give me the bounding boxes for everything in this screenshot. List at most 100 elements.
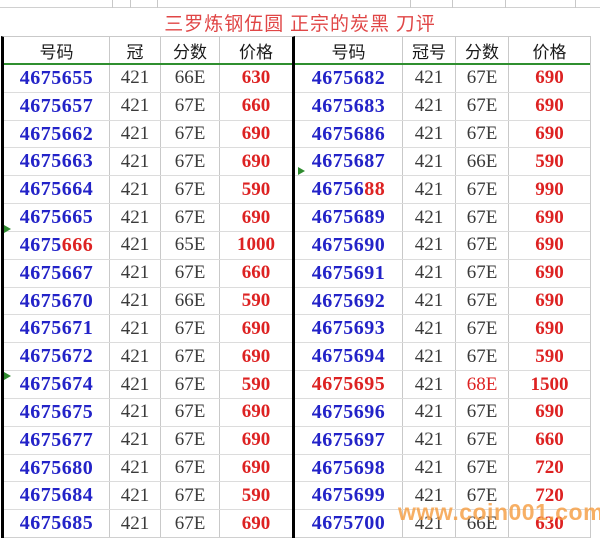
crown-prefix-cell[interactable]: 421 [110, 259, 161, 287]
serial-number-cell[interactable]: 4675690 [295, 231, 403, 259]
grade-score-cell[interactable]: 67E [161, 482, 220, 510]
serial-number-cell[interactable]: 4675699 [295, 482, 403, 510]
price-cell[interactable]: 690 [535, 95, 564, 117]
header-cell[interactable]: 分数 [161, 37, 220, 63]
serial-number-cell[interactable]: 4675662 [4, 120, 110, 148]
grade-score-cell[interactable]: 67E [456, 259, 509, 287]
grade-score-cell[interactable]: 67E [161, 120, 220, 148]
serial-number-cell[interactable]: 4675672 [4, 343, 110, 371]
serial-number-cell[interactable]: 4675686 [295, 120, 403, 148]
crown-prefix-cell[interactable]: 421 [403, 204, 456, 231]
grade-score-cell[interactable]: 67E [161, 454, 220, 482]
price-cell[interactable]: 590 [535, 345, 564, 367]
serial-number-cell[interactable]: 4675697 [295, 426, 403, 454]
price-cell[interactable]: 690 [241, 206, 271, 228]
grade-score-cell[interactable]: 66E [161, 287, 220, 315]
grade-score-cell[interactable]: 67E [456, 315, 509, 343]
crown-prefix-cell[interactable]: 421 [110, 315, 161, 343]
header-cell[interactable]: 价格 [239, 42, 273, 62]
grade-score-cell[interactable]: 67E [161, 259, 220, 287]
crown-prefix-cell[interactable]: 421 [403, 343, 456, 371]
price-cell[interactable]: 690 [241, 345, 271, 367]
grade-score-cell[interactable]: 66E [456, 148, 509, 176]
price-cell[interactable]: 690 [241, 150, 271, 172]
serial-number-cell[interactable]: 4675698 [295, 454, 403, 482]
serial-number-cell[interactable]: 4675691 [295, 259, 403, 287]
grade-score-cell[interactable]: 67E [456, 204, 509, 231]
crown-prefix-cell[interactable]: 421 [110, 204, 161, 231]
price-cell[interactable]: 690 [535, 234, 564, 256]
grade-score-cell[interactable]: 67E [456, 120, 509, 148]
price-cell[interactable]: 590 [241, 484, 271, 506]
grade-score-cell[interactable]: 67E [161, 176, 220, 204]
grade-score-cell[interactable]: 67E [161, 343, 220, 371]
sheet-title[interactable]: 三罗炼钢伍圆 正宗的炭黑 刀评 [164, 14, 436, 35]
price-cell[interactable]: 690 [535, 317, 564, 339]
price-cell[interactable]: 660 [241, 262, 271, 284]
price-cell[interactable]: 590 [241, 290, 271, 312]
header-cell[interactable]: 号码 [295, 37, 403, 63]
crown-prefix-cell[interactable]: 421 [403, 148, 456, 176]
crown-prefix-cell[interactable]: 421 [403, 454, 456, 482]
serial-number-cell[interactable]: 46756 88 [295, 176, 403, 204]
crown-prefix-cell[interactable]: 421 [403, 65, 456, 92]
crown-prefix-cell[interactable]: 421 [403, 398, 456, 426]
serial-number-cell[interactable]: 4675692 [295, 287, 403, 315]
crown-prefix-cell[interactable]: 421 [110, 343, 161, 371]
price-cell[interactable]: 690 [535, 290, 564, 312]
grade-score-cell[interactable]: 67E [456, 176, 509, 204]
price-cell[interactable]: 630 [535, 512, 564, 534]
crown-prefix-cell[interactable]: 421 [403, 176, 456, 204]
crown-prefix-cell[interactable]: 421 [403, 510, 456, 538]
header-cell[interactable]: 号码 [4, 37, 110, 63]
price-cell[interactable]: 590 [241, 178, 271, 200]
price-cell[interactable]: 690 [535, 67, 564, 89]
crown-prefix-cell[interactable]: 421 [110, 510, 161, 538]
price-cell[interactable]: 590 [241, 373, 271, 395]
grade-score-cell[interactable]: 66E [456, 510, 509, 538]
grade-score-cell[interactable]: 67E [161, 398, 220, 426]
grade-score-cell[interactable]: 67E [161, 510, 220, 538]
grade-score-cell[interactable]: 67E [456, 343, 509, 371]
crown-prefix-cell[interactable]: 421 [110, 482, 161, 510]
price-cell[interactable]: 690 [241, 457, 271, 478]
serial-number-cell[interactable]: 4675684 [4, 482, 110, 510]
crown-prefix-cell[interactable]: 421 [110, 231, 161, 259]
serial-number-cell[interactable]: 4675693 [295, 315, 403, 343]
price-cell[interactable]: 690 [241, 401, 271, 423]
grade-score-cell[interactable]: 67E [161, 92, 220, 120]
grade-score-cell[interactable]: 67E [161, 204, 220, 231]
grade-score-cell[interactable]: 67E [161, 148, 220, 176]
crown-prefix-cell[interactable]: 421 [110, 120, 161, 148]
serial-number-cell[interactable]: 4675674 [4, 371, 110, 398]
grade-score-cell[interactable]: 67E [456, 287, 509, 315]
crown-prefix-cell[interactable]: 421 [110, 176, 161, 204]
crown-prefix-cell[interactable]: 421 [403, 259, 456, 287]
crown-prefix-cell[interactable]: 421 [110, 398, 161, 426]
grade-score-cell[interactable]: 67E [161, 426, 220, 454]
header-cell[interactable]: 价格 [532, 42, 567, 62]
serial-number-cell[interactable]: 4675675 [4, 398, 110, 426]
grade-score-cell[interactable]: 67E [161, 315, 220, 343]
crown-prefix-cell[interactable]: 421 [110, 426, 161, 454]
grade-score-cell[interactable]: 67E [456, 454, 509, 482]
serial-number-cell[interactable]: 4675689 [295, 204, 403, 231]
serial-number-cell[interactable]: 4675667 [4, 259, 110, 287]
grade-score-cell[interactable]: 65E [161, 231, 220, 259]
grade-score-cell[interactable]: 66E [161, 65, 220, 92]
price-cell[interactable]: 720 [535, 457, 564, 478]
serial-number-cell[interactable]: 4675664 [4, 176, 110, 204]
price-cell[interactable]: 630 [241, 67, 271, 89]
price-cell[interactable]: 690 [535, 206, 564, 228]
price-cell[interactable]: 690 [241, 429, 271, 451]
price-cell[interactable]: 660 [241, 95, 271, 117]
header-cell[interactable]: 分数 [456, 37, 509, 63]
crown-prefix-cell[interactable]: 421 [403, 371, 456, 398]
price-cell[interactable]: 690 [535, 401, 564, 423]
price-cell[interactable]: 720 [535, 484, 564, 506]
grade-score-cell[interactable]: 67E [456, 482, 509, 510]
serial-number-cell[interactable]: 4675663 [4, 148, 110, 176]
price-cell[interactable]: 1000 [237, 234, 275, 256]
grade-score-cell[interactable]: 67E [456, 65, 509, 92]
header-cell[interactable]: 冠号 [403, 37, 456, 63]
